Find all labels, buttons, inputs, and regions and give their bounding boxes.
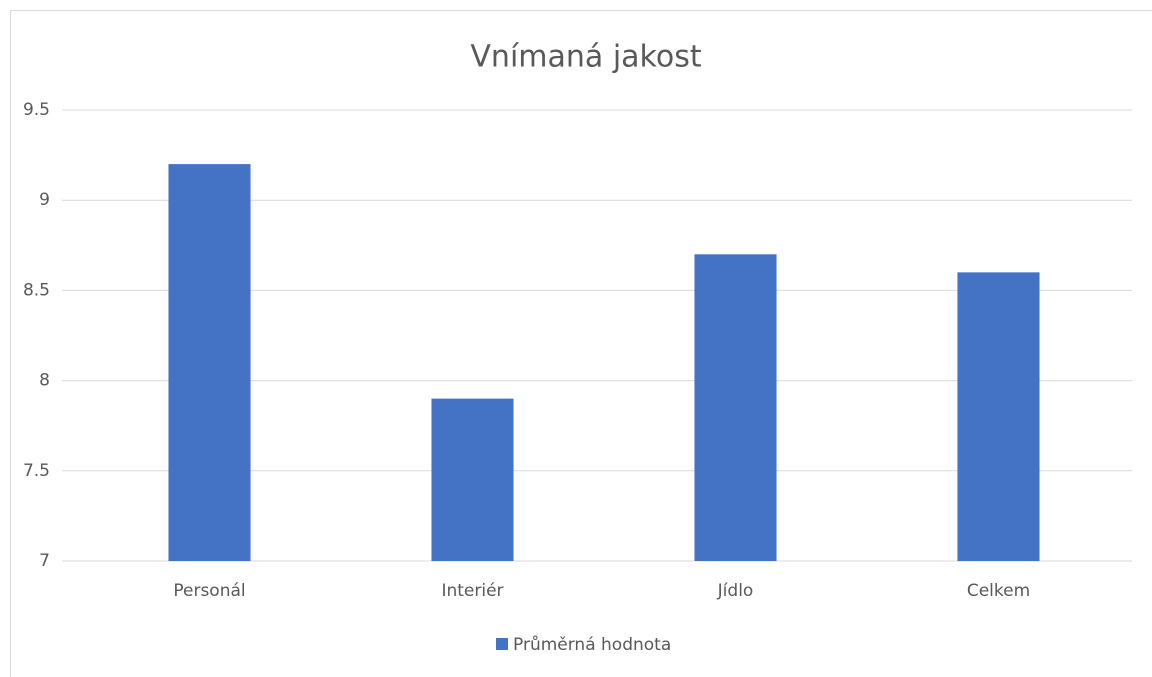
y-tick-label: 7.5 — [23, 461, 50, 481]
legend-swatch — [496, 638, 508, 650]
x-tick-label: Interiér — [441, 581, 503, 601]
y-tick-label: 7 — [39, 551, 50, 571]
y-tick-label: 8.5 — [23, 280, 50, 300]
y-tick-label: 9 — [39, 190, 50, 210]
bar — [694, 254, 777, 561]
x-tick-label: Celkem — [967, 581, 1030, 601]
y-tick-label: 9.5 — [23, 100, 50, 120]
legend-label: Průměrná hodnota — [513, 635, 671, 655]
x-tick-label: Personál — [173, 581, 245, 601]
bar — [168, 164, 251, 561]
bar — [431, 398, 514, 561]
bar — [957, 272, 1040, 561]
y-tick-label: 8 — [39, 371, 50, 391]
chart-title: Vnímaná jakost — [470, 40, 701, 75]
x-tick-label: Jídlo — [717, 581, 754, 601]
